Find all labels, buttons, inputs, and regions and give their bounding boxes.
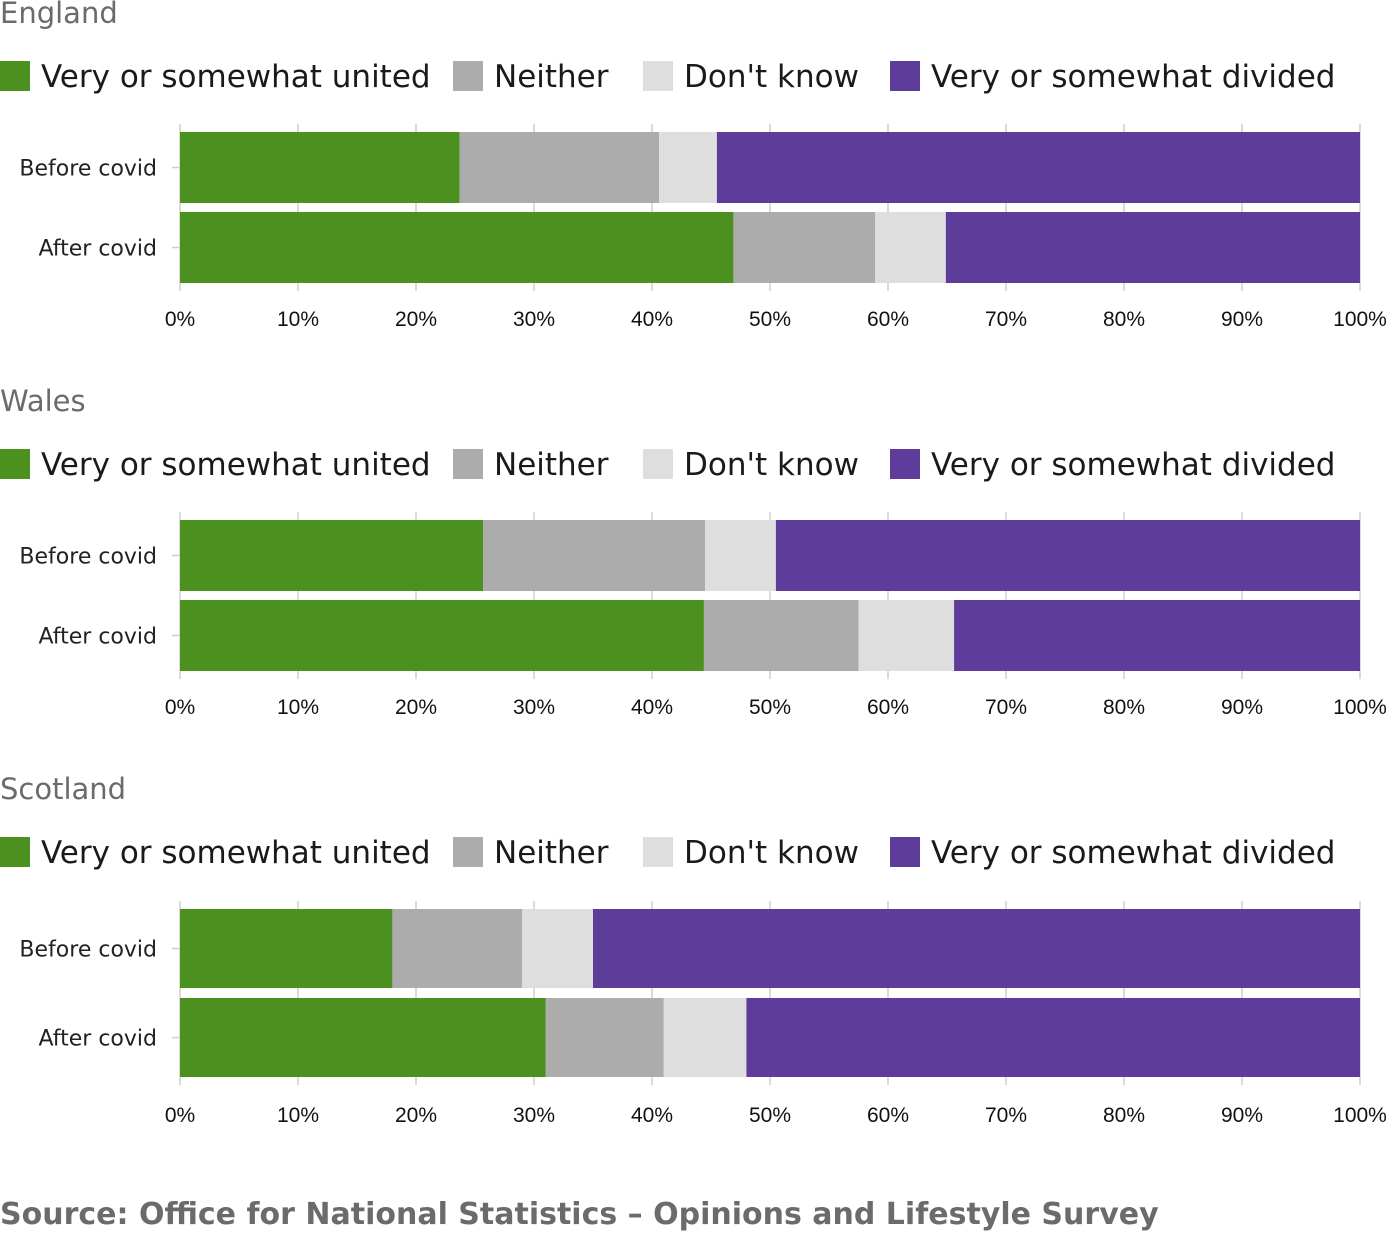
bar-segment-neither <box>545 998 664 1077</box>
chart-title: Scotland <box>0 772 127 806</box>
bar-segment-united <box>180 600 704 671</box>
legend-swatch <box>453 61 483 91</box>
x-tick-label: 100% <box>1333 696 1387 719</box>
x-tick-label: 20% <box>395 1104 437 1127</box>
legend-label: Very or somewhat united <box>41 447 431 483</box>
bar-segment-neither <box>459 132 660 203</box>
bar-segment-dont-know <box>875 212 946 283</box>
chart-title: Wales <box>0 384 86 418</box>
x-tick-label: 30% <box>513 308 555 331</box>
bar-segment-divided <box>775 520 1360 591</box>
source-note: Source: Office for National Statistics –… <box>0 1197 1159 1232</box>
legend-swatch <box>890 61 920 91</box>
y-category-label: Before covid <box>19 938 157 963</box>
x-tick-label: 70% <box>985 696 1027 719</box>
legend-label: Don't know <box>684 835 859 871</box>
legend-label: Very or somewhat divided <box>931 447 1336 483</box>
x-tick-label: 0% <box>165 308 195 331</box>
legend-swatch <box>0 837 30 867</box>
x-tick-label: 20% <box>395 696 437 719</box>
legend-swatch <box>0 449 30 479</box>
x-tick-label: 0% <box>165 696 195 719</box>
bar-segment-neither <box>733 212 876 283</box>
bar-segment-divided <box>954 600 1360 671</box>
legend-swatch <box>890 449 920 479</box>
x-tick-label: 70% <box>985 308 1027 331</box>
x-tick-label: 60% <box>867 1104 909 1127</box>
x-tick-label: 50% <box>749 308 791 331</box>
bar-segment-united <box>180 132 460 203</box>
x-tick-label: 90% <box>1221 308 1263 331</box>
bar-segment-united <box>180 212 734 283</box>
legend-label: Neither <box>494 447 609 483</box>
x-tick-label: 40% <box>631 308 673 331</box>
x-tick-label: 80% <box>1103 308 1145 331</box>
legend-swatch <box>453 449 483 479</box>
x-tick-label: 30% <box>513 1104 555 1127</box>
legend-label: Very or somewhat united <box>41 835 431 871</box>
legend-label: Don't know <box>684 447 859 483</box>
x-tick-label: 50% <box>749 1104 791 1127</box>
bar-segment-divided <box>945 212 1360 283</box>
legend-swatch <box>0 61 30 91</box>
legend-label: Don't know <box>684 59 859 95</box>
bar-segment-dont-know <box>663 998 747 1077</box>
bar-segment-neither <box>483 520 706 591</box>
bar-segment-neither <box>392 909 523 988</box>
x-tick-label: 60% <box>867 696 909 719</box>
bar-segment-dont-know <box>522 909 593 988</box>
y-category-label: After covid <box>39 237 157 262</box>
bar-segment-neither <box>703 600 859 671</box>
bar-segment-dont-know <box>858 600 955 671</box>
y-category-label: After covid <box>39 1027 157 1052</box>
legend-swatch <box>453 837 483 867</box>
bar-segment-united <box>180 520 484 591</box>
legend-label: Very or somewhat united <box>41 59 431 95</box>
x-tick-label: 10% <box>277 308 319 331</box>
x-tick-label: 70% <box>985 1104 1027 1127</box>
x-tick-label: 20% <box>395 308 437 331</box>
x-tick-label: 0% <box>165 1104 195 1127</box>
bar-segment-divided <box>716 132 1360 203</box>
legend-swatch <box>643 61 673 91</box>
x-tick-label: 30% <box>513 696 555 719</box>
x-tick-label: 40% <box>631 1104 673 1127</box>
y-category-label: After covid <box>39 625 157 650</box>
y-category-label: Before covid <box>19 157 157 182</box>
legend-label: Very or somewhat divided <box>931 835 1336 871</box>
x-tick-label: 10% <box>277 696 319 719</box>
bar-segment-dont-know <box>705 520 776 591</box>
x-tick-label: 10% <box>277 1104 319 1127</box>
x-tick-label: 90% <box>1221 696 1263 719</box>
legend-swatch <box>643 449 673 479</box>
bar-segment-dont-know <box>659 132 717 203</box>
x-tick-label: 80% <box>1103 1104 1145 1127</box>
chart-title: England <box>0 0 118 30</box>
bar-segment-divided <box>746 998 1360 1077</box>
legend-label: Neither <box>494 835 609 871</box>
bar-segment-divided <box>593 909 1360 988</box>
x-tick-label: 60% <box>867 308 909 331</box>
bar-segment-united <box>180 998 546 1077</box>
x-tick-label: 50% <box>749 696 791 719</box>
bar-segment-united <box>180 909 393 988</box>
x-tick-label: 40% <box>631 696 673 719</box>
x-tick-label: 100% <box>1333 1104 1387 1127</box>
x-tick-label: 90% <box>1221 1104 1263 1127</box>
x-tick-label: 80% <box>1103 696 1145 719</box>
legend-swatch <box>890 837 920 867</box>
legend-label: Very or somewhat divided <box>931 59 1336 95</box>
legend-swatch <box>643 837 673 867</box>
x-tick-label: 100% <box>1333 308 1387 331</box>
legend-label: Neither <box>494 59 609 95</box>
y-category-label: Before covid <box>19 545 157 570</box>
